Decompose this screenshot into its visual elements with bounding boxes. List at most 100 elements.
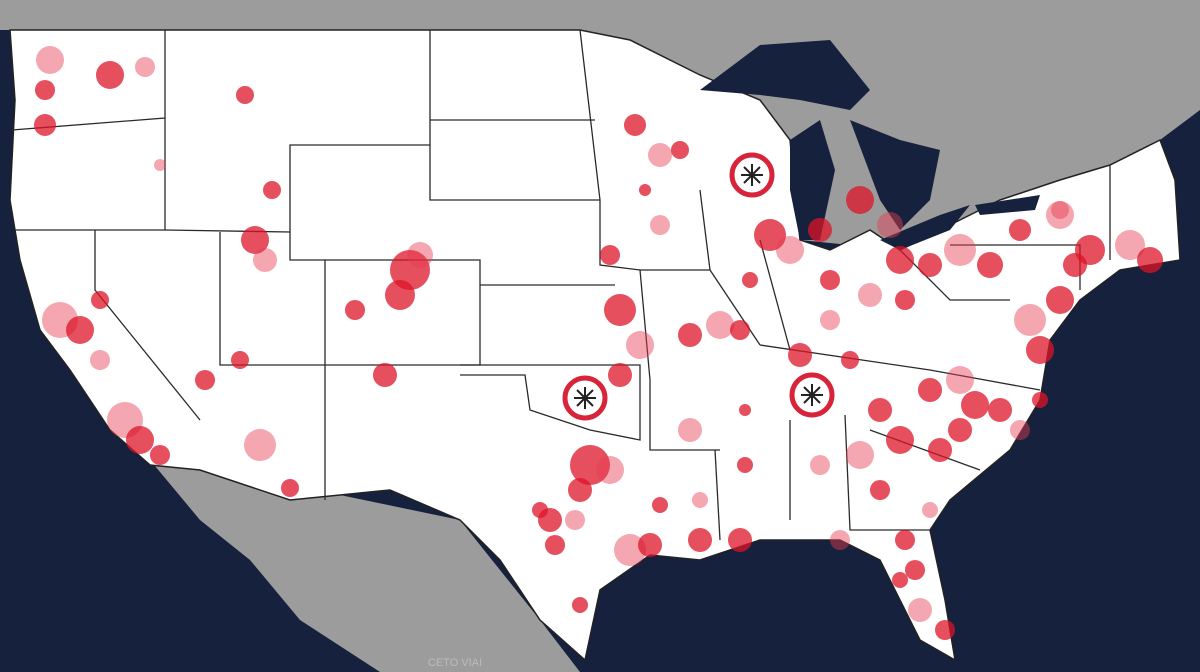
marker: [808, 218, 832, 242]
marker: [572, 597, 588, 613]
marker: [1010, 420, 1030, 440]
marker: [877, 212, 903, 238]
marker: [244, 429, 276, 461]
marker: [886, 246, 914, 274]
marker: [1046, 201, 1074, 229]
marker: [36, 46, 64, 74]
marker: [1051, 201, 1069, 219]
marker: [846, 186, 874, 214]
marker: [908, 598, 932, 622]
marker: [1075, 235, 1105, 265]
marker: [281, 479, 299, 497]
marker: [66, 316, 94, 344]
marker: [652, 497, 668, 513]
marker: [892, 572, 908, 588]
marker: [91, 291, 109, 309]
marker: [946, 366, 974, 394]
hub-icon: [729, 152, 775, 198]
marker: [1014, 304, 1046, 336]
marker: [1115, 230, 1145, 260]
marker: [626, 331, 654, 359]
marker: [253, 248, 277, 272]
marker: [345, 300, 365, 320]
hub-icon: [562, 375, 608, 421]
marker: [988, 398, 1012, 422]
hub-icon: [789, 372, 835, 418]
marker: [688, 528, 712, 552]
marker: [407, 242, 433, 268]
marker: [905, 560, 925, 580]
marker: [737, 457, 753, 473]
marker: [385, 280, 415, 310]
marker: [846, 441, 874, 469]
marker: [648, 143, 672, 167]
marker: [34, 114, 56, 136]
marker: [948, 418, 972, 442]
marker: [706, 311, 734, 339]
marker: [820, 310, 840, 330]
marker: [600, 245, 620, 265]
marker: [858, 283, 882, 307]
marker: [126, 426, 154, 454]
marker: [154, 159, 166, 171]
marker: [545, 535, 565, 555]
marker: [922, 502, 938, 518]
marker: [596, 456, 624, 484]
marker: [935, 620, 955, 640]
marker: [236, 86, 254, 104]
marker: [671, 141, 689, 159]
marker: [638, 533, 662, 557]
marker: [570, 445, 610, 485]
marker: [830, 530, 850, 550]
marker: [624, 114, 646, 136]
marker: [231, 351, 249, 369]
marker: [692, 492, 708, 508]
marker: [870, 480, 890, 500]
marker: [739, 404, 751, 416]
marker: [96, 61, 124, 89]
marker: [928, 438, 952, 462]
marker: [263, 181, 281, 199]
marker: [604, 294, 636, 326]
marker: [1026, 336, 1054, 364]
marker: [1046, 286, 1074, 314]
marker: [532, 502, 548, 518]
marker: [895, 290, 915, 310]
marker: [810, 455, 830, 475]
marker: [614, 534, 646, 566]
marker: [1032, 392, 1048, 408]
marker: [1137, 247, 1163, 273]
marker: [886, 426, 914, 454]
marker: [944, 234, 976, 266]
marker: [742, 272, 758, 288]
marker: [1009, 219, 1031, 241]
marker: [728, 528, 752, 552]
marker: [90, 350, 110, 370]
markers: [34, 46, 1163, 640]
marker: [35, 80, 55, 100]
marker: [568, 478, 592, 502]
marker: [730, 320, 750, 340]
marker: [918, 253, 942, 277]
marker: [678, 323, 702, 347]
marker: [241, 226, 269, 254]
marker: [650, 215, 670, 235]
marker: [868, 398, 892, 422]
marker: [639, 184, 651, 196]
marker: [373, 363, 397, 387]
marker: [788, 343, 812, 367]
marker: [841, 351, 859, 369]
marker: [961, 391, 989, 419]
marker: [150, 445, 170, 465]
usa: [9, 29, 1181, 662]
marker: [895, 530, 915, 550]
map-label: CETO VIAI: [428, 657, 482, 669]
marker: [135, 57, 155, 77]
marker: [565, 510, 585, 530]
marker: [754, 219, 786, 251]
great-lakes: [700, 40, 1040, 250]
marker: [918, 378, 942, 402]
marker: [608, 363, 632, 387]
mexico: [150, 460, 580, 672]
